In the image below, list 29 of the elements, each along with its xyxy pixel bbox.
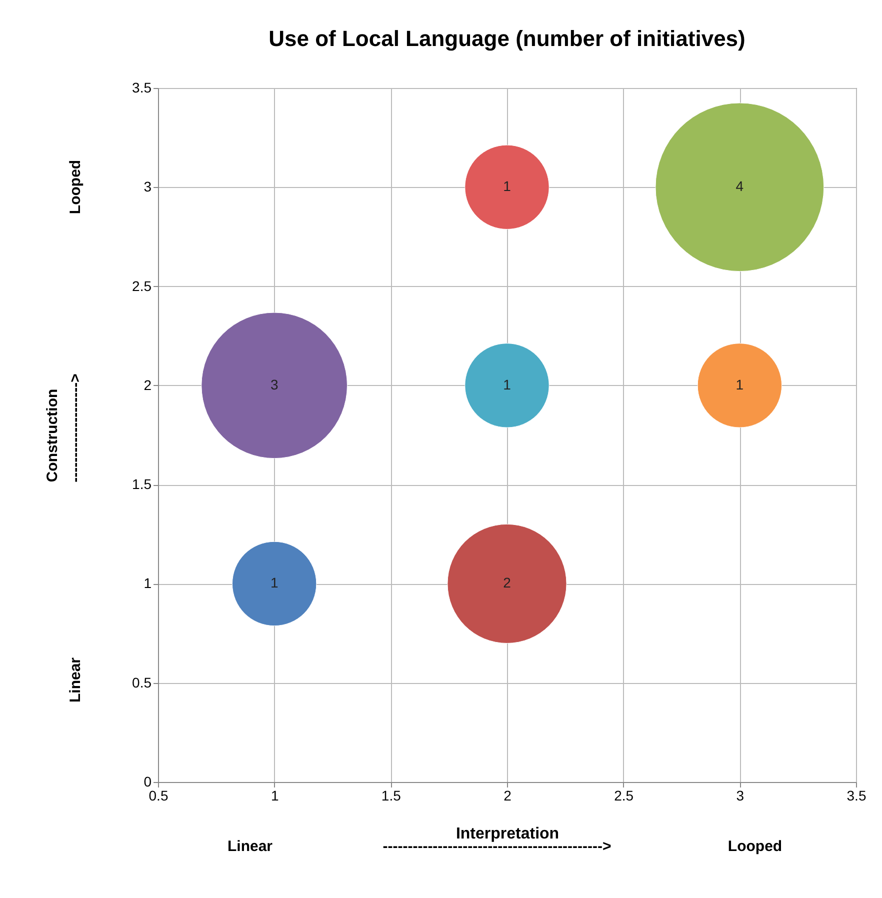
text: Linear [67,657,84,703]
y-tick-label: 2 [144,376,152,393]
x-axis-title: Interpretation [456,826,560,842]
text: Looped [67,160,84,214]
data-label: 4 [736,178,744,194]
y-axis-title: Construction [44,388,62,482]
data-label: 1 [503,376,512,392]
y-tick-label: 0 [144,774,152,790]
y-tick-label: 0.5 [132,674,152,690]
data-label: 1 [270,574,278,591]
y-tick-label: 3 [144,178,152,195]
x-tick-label: 1.5 [381,788,402,804]
data-label: 3 [270,376,278,392]
text: Linear [227,838,273,855]
chart-title: Use of Local Language (number of initiatives) [268,26,746,51]
x-tick-label: 3 [736,788,744,804]
text: Looped [728,838,782,855]
data-label: 1 [503,178,512,194]
x-tick-label: 1 [270,788,279,804]
x-tick-label: 2.5 [614,788,634,804]
text: --------------------> [67,373,84,482]
x-tick-label: 3.5 [846,788,866,804]
data-label: 2 [503,574,512,591]
y-tick-label: 1 [144,575,152,592]
y-tick-label: 3.5 [132,80,152,96]
y-tick-label: 2.5 [132,278,152,294]
data-label: 1 [736,376,744,392]
y-tick-label: 1.5 [132,476,152,492]
x-tick-label: 2 [504,788,512,804]
